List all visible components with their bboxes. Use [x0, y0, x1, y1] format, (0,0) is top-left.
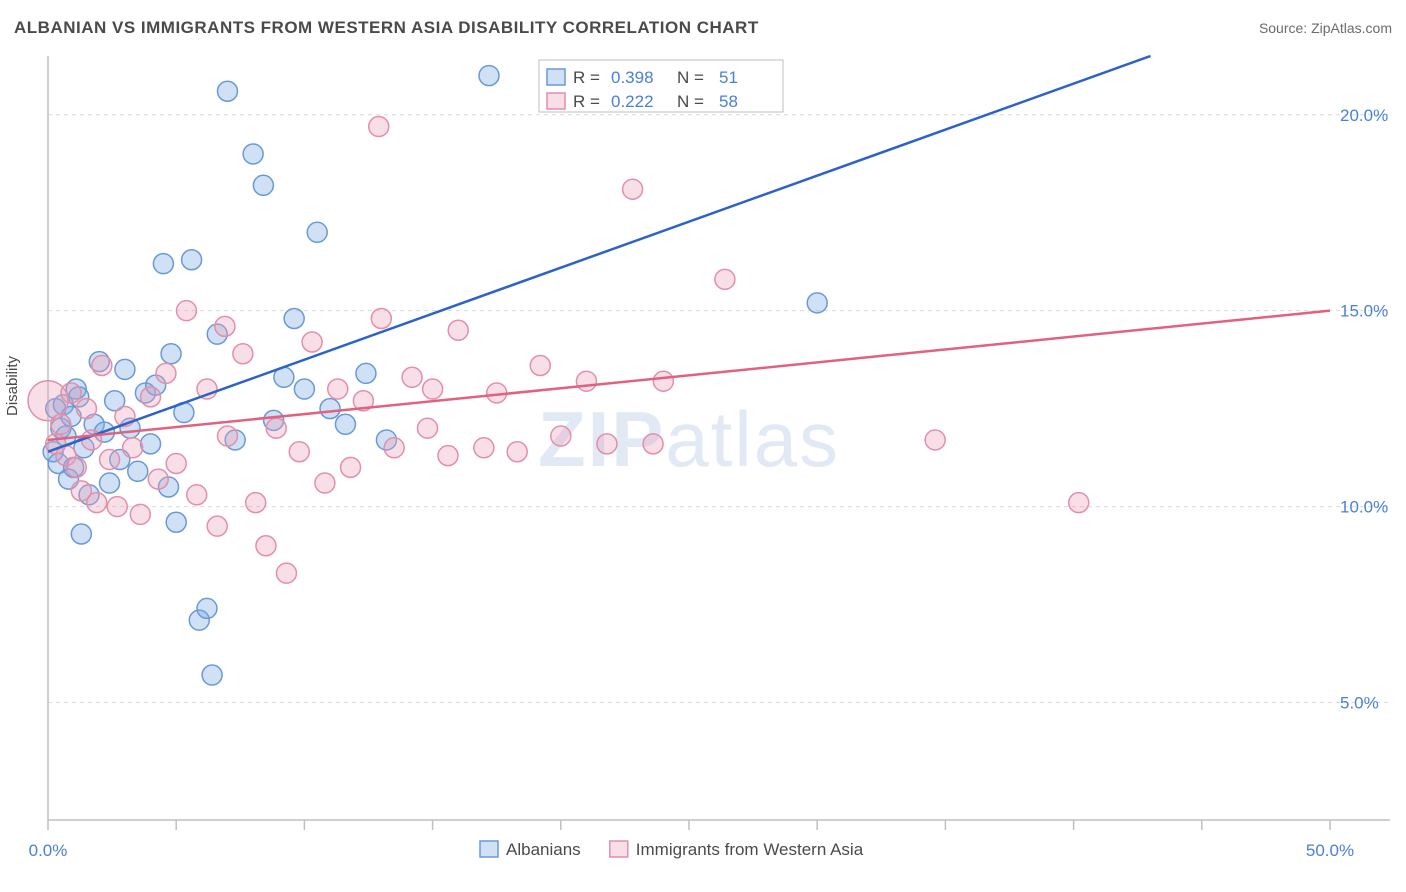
- scatter-point: [302, 332, 322, 352]
- scatter-point: [320, 399, 340, 419]
- legend-series-label: Immigrants from Western Asia: [636, 840, 864, 859]
- legend-series-label: Albanians: [506, 840, 581, 859]
- scatter-point: [187, 485, 207, 505]
- scatter-point: [474, 438, 494, 458]
- legend-n-label: N =: [677, 68, 704, 87]
- scatter-point: [156, 363, 176, 383]
- scatter-point: [653, 371, 673, 391]
- scatter-point: [141, 387, 161, 407]
- scatter-point: [197, 598, 217, 618]
- scatter-point: [266, 418, 286, 438]
- scatter-point: [176, 301, 196, 321]
- legend-r-value: 0.222: [611, 92, 654, 111]
- scatter-point: [507, 442, 527, 462]
- scatter-point: [807, 293, 827, 313]
- scatter-point: [925, 430, 945, 450]
- scatter-point: [51, 414, 71, 434]
- legend-swatch: [547, 93, 565, 109]
- scatter-point: [384, 438, 404, 458]
- source-attribution: Source: ZipAtlas.com: [1259, 20, 1392, 36]
- scatter-point: [356, 363, 376, 383]
- legend-r-label: R =: [573, 68, 600, 87]
- scatter-point: [107, 497, 127, 517]
- trend-line: [48, 56, 1151, 452]
- scatter-point: [100, 450, 120, 470]
- scatter-point: [328, 379, 348, 399]
- scatter-point: [597, 434, 617, 454]
- scatter-point: [100, 473, 120, 493]
- scatter-point: [402, 367, 422, 387]
- scatter-point: [307, 222, 327, 242]
- scatter-point: [71, 524, 91, 544]
- scatter-point: [215, 316, 235, 336]
- correlation-scatter-chart: 5.0% 10.0% 15.0% 20.0% 0.0% 50.0% ZIPatlas R = 0…: [0, 0, 1406, 892]
- legend-swatch: [610, 841, 628, 857]
- y-tick-label: 10.0%: [1340, 498, 1388, 517]
- scatter-point: [335, 414, 355, 434]
- scatter-point: [128, 461, 148, 481]
- scatter-point: [246, 493, 266, 513]
- scatter-point: [87, 493, 107, 513]
- scatter-point: [166, 453, 186, 473]
- scatter-point: [161, 344, 181, 364]
- scatter-point: [643, 434, 663, 454]
- legend-swatch: [480, 841, 498, 857]
- scatter-point: [153, 254, 173, 274]
- scatter-point: [256, 536, 276, 556]
- scatter-point: [289, 442, 309, 462]
- scatter-point: [92, 356, 112, 376]
- scatter-point: [369, 117, 389, 137]
- scatter-point: [130, 504, 150, 524]
- scatter-point: [1069, 493, 1089, 513]
- scatter-point: [182, 250, 202, 270]
- scatter-point: [294, 379, 314, 399]
- legend-n-value: 51: [719, 68, 738, 87]
- y-tick-label: 20.0%: [1340, 106, 1388, 125]
- scatter-point: [76, 399, 96, 419]
- scatter-point: [61, 383, 81, 403]
- scatter-point: [479, 66, 499, 86]
- y-tick-label: 15.0%: [1340, 302, 1388, 321]
- scatter-point: [217, 426, 237, 446]
- scatter-point: [438, 446, 458, 466]
- scatter-point: [371, 309, 391, 329]
- scatter-point: [448, 320, 468, 340]
- scatter-point: [217, 81, 237, 101]
- scatter-point: [341, 457, 361, 477]
- scatter-point: [166, 512, 186, 532]
- legend-swatch: [547, 69, 565, 85]
- scatter-point: [148, 469, 168, 489]
- scatter-point: [417, 418, 437, 438]
- x-tick-label: 0.0%: [29, 841, 68, 860]
- scatter-point: [233, 344, 253, 364]
- scatter-point: [123, 438, 143, 458]
- watermark: ZIPatlas: [538, 395, 840, 483]
- scatter-point: [423, 379, 443, 399]
- scatter-point: [715, 269, 735, 289]
- y-axis-label: Disability: [4, 356, 21, 416]
- scatter-point: [141, 434, 161, 454]
- y-tick-label: 5.0%: [1340, 693, 1379, 712]
- scatter-point: [623, 179, 643, 199]
- x-tick-label: 50.0%: [1306, 841, 1354, 860]
- scatter-point: [576, 371, 596, 391]
- scatter-point: [530, 356, 550, 376]
- scatter-point: [202, 665, 222, 685]
- legend-r-label: R =: [573, 92, 600, 111]
- scatter-point: [276, 563, 296, 583]
- chart-title: ALBANIAN VS IMMIGRANTS FROM WESTERN ASIA…: [14, 18, 759, 38]
- scatter-point: [551, 426, 571, 446]
- legend-n-label: N =: [677, 92, 704, 111]
- scatter-point: [207, 516, 227, 536]
- scatter-point: [243, 144, 263, 164]
- scatter-point: [315, 473, 335, 493]
- scatter-point: [284, 309, 304, 329]
- legend-r-value: 0.398: [611, 68, 654, 87]
- scatter-point: [253, 175, 273, 195]
- scatter-point: [66, 457, 86, 477]
- scatter-point: [115, 359, 135, 379]
- legend-n-value: 58: [719, 92, 738, 111]
